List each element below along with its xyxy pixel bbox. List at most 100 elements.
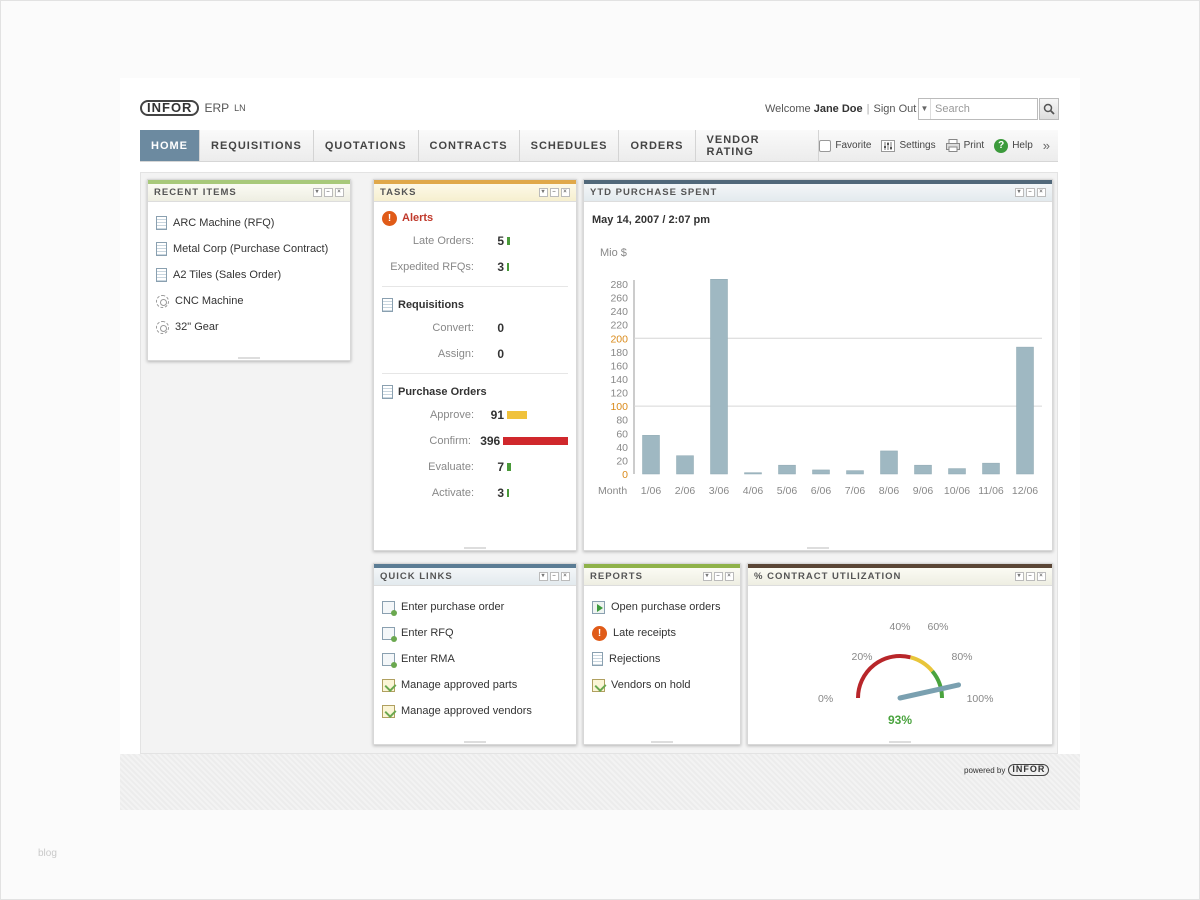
task-row-expedited-rfqs[interactable]: Expedited RFQs: 3	[382, 254, 568, 280]
list-item[interactable]: Metal Corp (Purchase Contract)	[156, 236, 342, 262]
resize-grip[interactable]	[651, 741, 673, 743]
task-row-confirm[interactable]: Confirm: 396	[382, 428, 568, 454]
quick-link-manage-vendors[interactable]: Manage approved vendors	[382, 698, 568, 724]
close-icon[interactable]: ×	[335, 188, 344, 197]
task-bar	[503, 437, 568, 445]
help-button[interactable]: ? Help	[994, 138, 1033, 153]
resize-grip[interactable]	[238, 357, 260, 359]
collapse-icon[interactable]: ▾	[539, 572, 548, 581]
x-tick-label: 3/06	[709, 485, 730, 497]
minimize-icon[interactable]: –	[324, 188, 333, 197]
form-icon	[382, 600, 397, 616]
tab-vendor-rating[interactable]: VENDOR RATING	[696, 130, 820, 161]
list-item[interactable]: ARC Machine (RFQ)	[156, 210, 342, 236]
search-scope-dropdown-icon[interactable]: ▼	[919, 99, 931, 119]
bar-7-06	[846, 470, 864, 475]
close-icon[interactable]: ×	[1037, 572, 1046, 581]
task-row-convert[interactable]: Convert: 0	[432, 321, 504, 335]
product-suffix: LN	[234, 103, 246, 113]
collapse-icon[interactable]: ▾	[539, 188, 548, 197]
recent-items-list: ARC Machine (RFQ) Metal Corp (Purchase C…	[148, 202, 350, 348]
tab-contracts[interactable]: CONTRACTS	[419, 130, 520, 161]
document-icon	[156, 268, 167, 282]
task-row-activate[interactable]: Activate: 3	[382, 480, 568, 506]
resize-grip[interactable]	[464, 741, 486, 743]
task-row-assign[interactable]: Assign: 0	[437, 347, 504, 361]
favorite-button[interactable]: Favorite	[819, 139, 871, 152]
search-placeholder: Search	[935, 103, 970, 115]
report-open-purchase-orders[interactable]: Open purchase orders	[592, 594, 732, 620]
close-icon[interactable]: ×	[1037, 188, 1046, 197]
collapse-icon[interactable]: ▾	[1015, 572, 1024, 581]
minimize-icon[interactable]: –	[714, 572, 723, 581]
favorite-icon	[819, 139, 832, 152]
minimize-icon[interactable]: –	[550, 572, 559, 581]
report-rejections[interactable]: Rejections	[592, 646, 732, 672]
quick-link-enter-purchase-order[interactable]: Enter purchase order	[382, 594, 568, 620]
bar-11-06	[982, 462, 1000, 475]
search-button[interactable]	[1039, 98, 1059, 120]
gauge-scale-label: 100%	[967, 693, 994, 705]
x-tick-label: 8/06	[879, 485, 900, 497]
collapse-icon[interactable]: ▾	[1015, 188, 1024, 197]
panel-header: REPORTS ▾ – ×	[584, 564, 740, 586]
task-bar	[507, 463, 511, 471]
minimize-icon[interactable]: –	[1026, 188, 1035, 197]
gauge-scale-label: 0%	[818, 693, 833, 705]
collapse-icon[interactable]: ▾	[703, 572, 712, 581]
arrow-icon	[592, 600, 605, 614]
close-icon[interactable]: ×	[725, 572, 734, 581]
tab-home[interactable]: HOME	[140, 130, 200, 161]
resize-grip[interactable]	[464, 547, 486, 549]
bar-4-06	[744, 472, 762, 475]
quick-link-enter-rfq[interactable]: Enter RFQ	[382, 620, 568, 646]
task-bar	[507, 489, 509, 497]
print-button[interactable]: Print	[945, 139, 984, 152]
document-icon	[156, 216, 167, 230]
x-tick-label: 1/06	[641, 485, 662, 497]
gauge-green-arc	[930, 669, 944, 699]
close-icon[interactable]: ×	[561, 188, 570, 197]
search-icon	[1043, 103, 1055, 115]
reports-panel: REPORTS ▾ – × Open purchase orders ! Late…	[583, 563, 741, 745]
reports-list: Open purchase orders ! Late receipts Reje…	[584, 586, 740, 706]
minimize-icon[interactable]: –	[1026, 572, 1035, 581]
recent-items-panel: RECENT ITEMS ▾ – × ARC Machine (RFQ) Met…	[147, 179, 351, 361]
tab-requisitions[interactable]: REQUISITIONS	[200, 130, 314, 161]
gauge-red-arc	[856, 654, 911, 699]
gauge-scale-label: 40%	[889, 621, 910, 633]
y-tick-label: 80	[616, 415, 628, 427]
report-late-receipts[interactable]: ! Late receipts	[592, 620, 732, 646]
task-row-evaluate[interactable]: Evaluate: 7	[382, 454, 568, 480]
purchase-orders-heading: Purchase Orders	[382, 382, 568, 402]
bar-6-06	[812, 469, 830, 475]
sign-out-link[interactable]: Sign Out	[873, 103, 917, 115]
task-row-late-orders[interactable]: Late Orders: 5	[382, 228, 568, 254]
y-axis-label: Mio $	[600, 247, 627, 259]
help-icon: ?	[994, 138, 1009, 153]
report-vendors-on-hold[interactable]: Vendors on hold	[592, 672, 732, 698]
quick-link-manage-parts[interactable]: Manage approved parts	[382, 672, 568, 698]
minimize-icon[interactable]: –	[550, 188, 559, 197]
settings-button[interactable]: Settings	[881, 139, 936, 152]
tab-schedules[interactable]: SCHEDULES	[520, 130, 620, 161]
alerts-heading: ! Alerts	[382, 208, 568, 228]
user-name: Jane Doe	[813, 103, 863, 115]
resize-grip[interactable]	[889, 741, 911, 743]
tab-quotations[interactable]: QUOTATIONS	[314, 130, 419, 161]
search-input[interactable]: ▼ Search	[918, 98, 1038, 120]
list-item[interactable]: A2 Tiles (Sales Order)	[156, 262, 342, 288]
list-item[interactable]: 32" Gear	[156, 314, 342, 340]
collapse-icon[interactable]: ▾	[313, 188, 322, 197]
quick-link-enter-rma[interactable]: Enter RMA	[382, 646, 568, 672]
panel-header: YTD PURCHASE SPENT ▾ – ×	[584, 180, 1052, 202]
logo: INFOR ERP LN	[140, 100, 246, 116]
list-item[interactable]: CNC Machine	[156, 288, 342, 314]
close-icon[interactable]: ×	[561, 572, 570, 581]
more-chevron-icon[interactable]: »	[1042, 138, 1050, 153]
tab-orders[interactable]: ORDERS	[619, 130, 696, 161]
settings-icon	[881, 139, 896, 152]
task-row-approve[interactable]: Approve: 91	[382, 402, 568, 428]
gauge-scale-label: 80%	[951, 651, 972, 663]
resize-grip[interactable]	[807, 547, 829, 549]
